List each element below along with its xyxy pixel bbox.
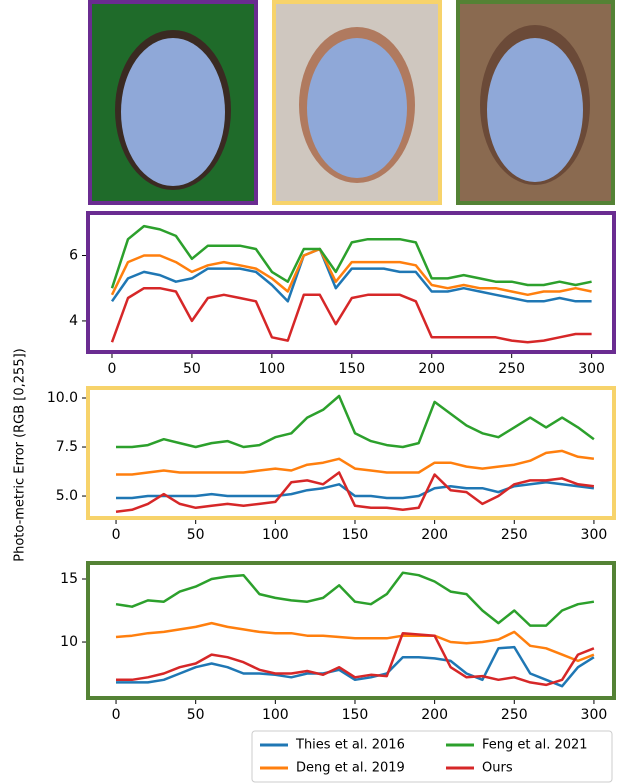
x-tick-label: 50 (183, 361, 201, 377)
legend-label: Thies et al. 2016 (295, 738, 405, 753)
y-tick-label: 10 (60, 634, 78, 650)
axes-frame (88, 213, 614, 352)
x-tick-label: 0 (108, 361, 117, 377)
y-tick-label: 15 (60, 571, 78, 587)
face-mask (307, 38, 407, 178)
legend: Thies et al. 2016 Deng et al. 2019 Feng et… (252, 731, 612, 782)
x-tick-label: 150 (342, 527, 369, 543)
x-tick-label: 200 (421, 527, 448, 543)
y-tick-label: 6 (69, 248, 78, 264)
series-line (116, 623, 594, 661)
x-tick-label: 300 (581, 527, 608, 543)
x-tick-label: 250 (501, 707, 528, 723)
x-tick-label: 100 (262, 527, 289, 543)
x-tick-label: 200 (421, 707, 448, 723)
series-line (116, 396, 594, 447)
x-tick-label: 100 (258, 361, 285, 377)
x-tick-label: 50 (187, 707, 205, 723)
face-panels (90, 2, 613, 203)
x-tick-label: 150 (338, 361, 365, 377)
figure: 460501001502002503005.07.510.00501001502… (0, 0, 617, 784)
x-tick-label: 200 (418, 361, 445, 377)
series-line (112, 249, 592, 295)
y-tick-label: 10.0 (47, 390, 78, 406)
face-mask (121, 38, 225, 186)
x-tick-label: 100 (262, 707, 289, 723)
x-tick-label: 300 (578, 361, 605, 377)
y-tick-label: 5.0 (56, 488, 78, 504)
series-line (116, 451, 594, 475)
series-line (112, 288, 592, 342)
y-tick-label: 4 (69, 313, 78, 329)
face-mask (487, 38, 583, 182)
x-tick-label: 250 (501, 527, 528, 543)
series-line (116, 473, 594, 512)
x-tick-label: 0 (112, 527, 121, 543)
x-tick-label: 50 (187, 527, 205, 543)
series-line (116, 573, 594, 626)
legend-label: Deng et al. 2019 (296, 761, 405, 776)
x-tick-label: 150 (342, 707, 369, 723)
y-axis-label: Photo-metric Error (RGB [0,255]) (13, 348, 28, 562)
x-tick-label: 250 (498, 361, 525, 377)
series-line (116, 482, 594, 498)
legend-label: Ours (482, 761, 513, 776)
x-tick-label: 300 (581, 707, 608, 723)
legend-label: Feng et al. 2021 (482, 738, 588, 753)
x-tick-label: 0 (112, 707, 121, 723)
y-tick-label: 7.5 (56, 439, 78, 455)
